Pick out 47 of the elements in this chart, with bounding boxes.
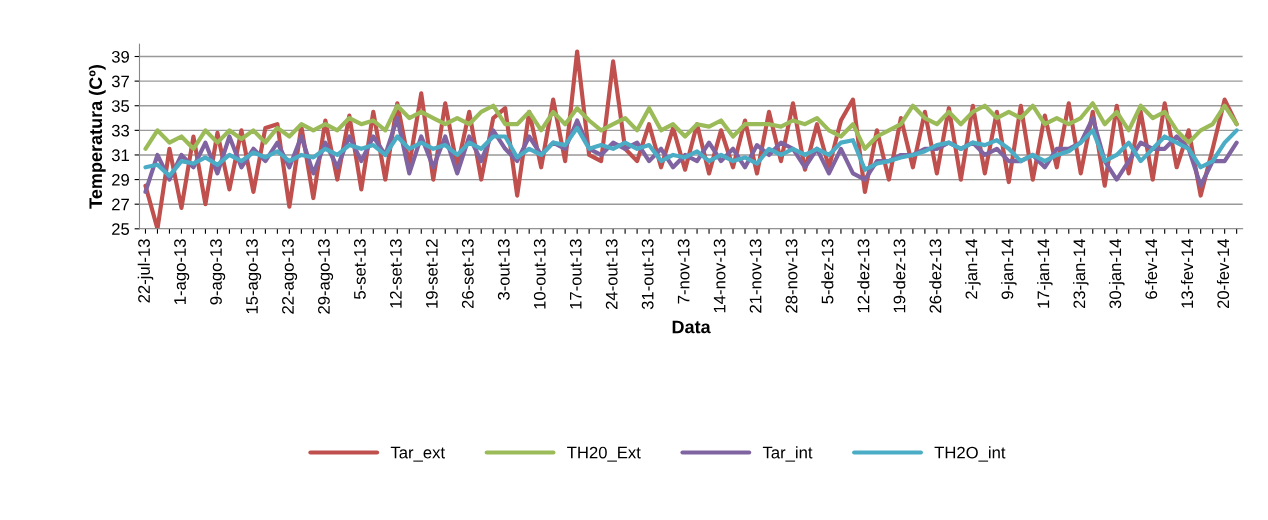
- y-tick-label: 25: [112, 223, 130, 235]
- y-tick-label: 27: [112, 198, 129, 211]
- line-series: [143, 101, 1239, 151]
- x-tick-label: 24-out-13: [605, 239, 618, 310]
- x-axis-title: Data: [672, 320, 711, 334]
- x-tick-label: 26-dez-13: [929, 239, 942, 313]
- x-tick-label: 7-nov-13: [677, 239, 690, 304]
- y-tick-label: 35: [111, 100, 130, 112]
- y-tick-label: 29: [112, 173, 129, 186]
- y-tick-label: 39: [111, 50, 129, 63]
- x-tick-label: 22-jul-13: [137, 239, 154, 303]
- x-tick-label: 3-out-13: [497, 239, 510, 300]
- legend-label: Tar_ext: [390, 446, 445, 462]
- x-tick-label: 5-set-13: [353, 239, 366, 299]
- x-tick-label: 21-nov-13: [749, 239, 762, 313]
- x-tick-label: 12-dez-13: [857, 239, 870, 313]
- y-tick-label: 33: [111, 124, 130, 137]
- legend-label: Tar_int: [762, 446, 813, 462]
- x-tick-label: 12-set-13: [389, 239, 402, 308]
- x-tick-label: 9-jan-14: [1001, 239, 1017, 299]
- x-tick-label: 2-jan-14: [965, 239, 981, 299]
- x-tick-label: 23-jan-14: [1072, 239, 1089, 309]
- x-tick-label: 5-dez-13: [821, 239, 834, 304]
- legend-label: TH2O_int: [934, 446, 1006, 462]
- legend-label: TH20_Ext: [567, 446, 641, 462]
- y-tick-label: 31: [111, 149, 129, 162]
- y-axis-title: Temperatura (Cº): [88, 65, 106, 209]
- line-series: [143, 125, 1239, 178]
- x-tick-label: 28-nov-13: [785, 239, 798, 313]
- x-tick-label: 29-ago-13: [318, 239, 334, 314]
- x-tick-label: 1-ago-13: [174, 239, 190, 304]
- x-tick-label: 15-ago-13: [246, 239, 262, 314]
- x-tick-label: 17-out-13: [569, 239, 582, 309]
- x-tick-label: 26-set-13: [461, 239, 474, 309]
- x-tick-label: 30-jan-14: [1108, 239, 1125, 309]
- x-tick-label: 20-fev-14: [1216, 239, 1230, 309]
- x-tick-label: 31-out-13: [641, 239, 654, 310]
- x-tick-label: 13-fev-14: [1180, 239, 1194, 308]
- x-tick-label: 14-nov-13: [713, 239, 726, 313]
- x-tick-label: 17-jan-14: [1037, 239, 1053, 308]
- x-tick-label: 10-out-13: [533, 239, 546, 309]
- x-tick-label: 19-dez-13: [893, 239, 906, 313]
- x-tick-label: 9-ago-13: [210, 239, 226, 305]
- y-tick-label: 37: [111, 75, 129, 88]
- x-tick-label: 19-set-12: [425, 239, 438, 308]
- x-tick-label: 6-fev-14: [1144, 239, 1158, 299]
- x-tick-label: 22-ago-13: [282, 239, 298, 314]
